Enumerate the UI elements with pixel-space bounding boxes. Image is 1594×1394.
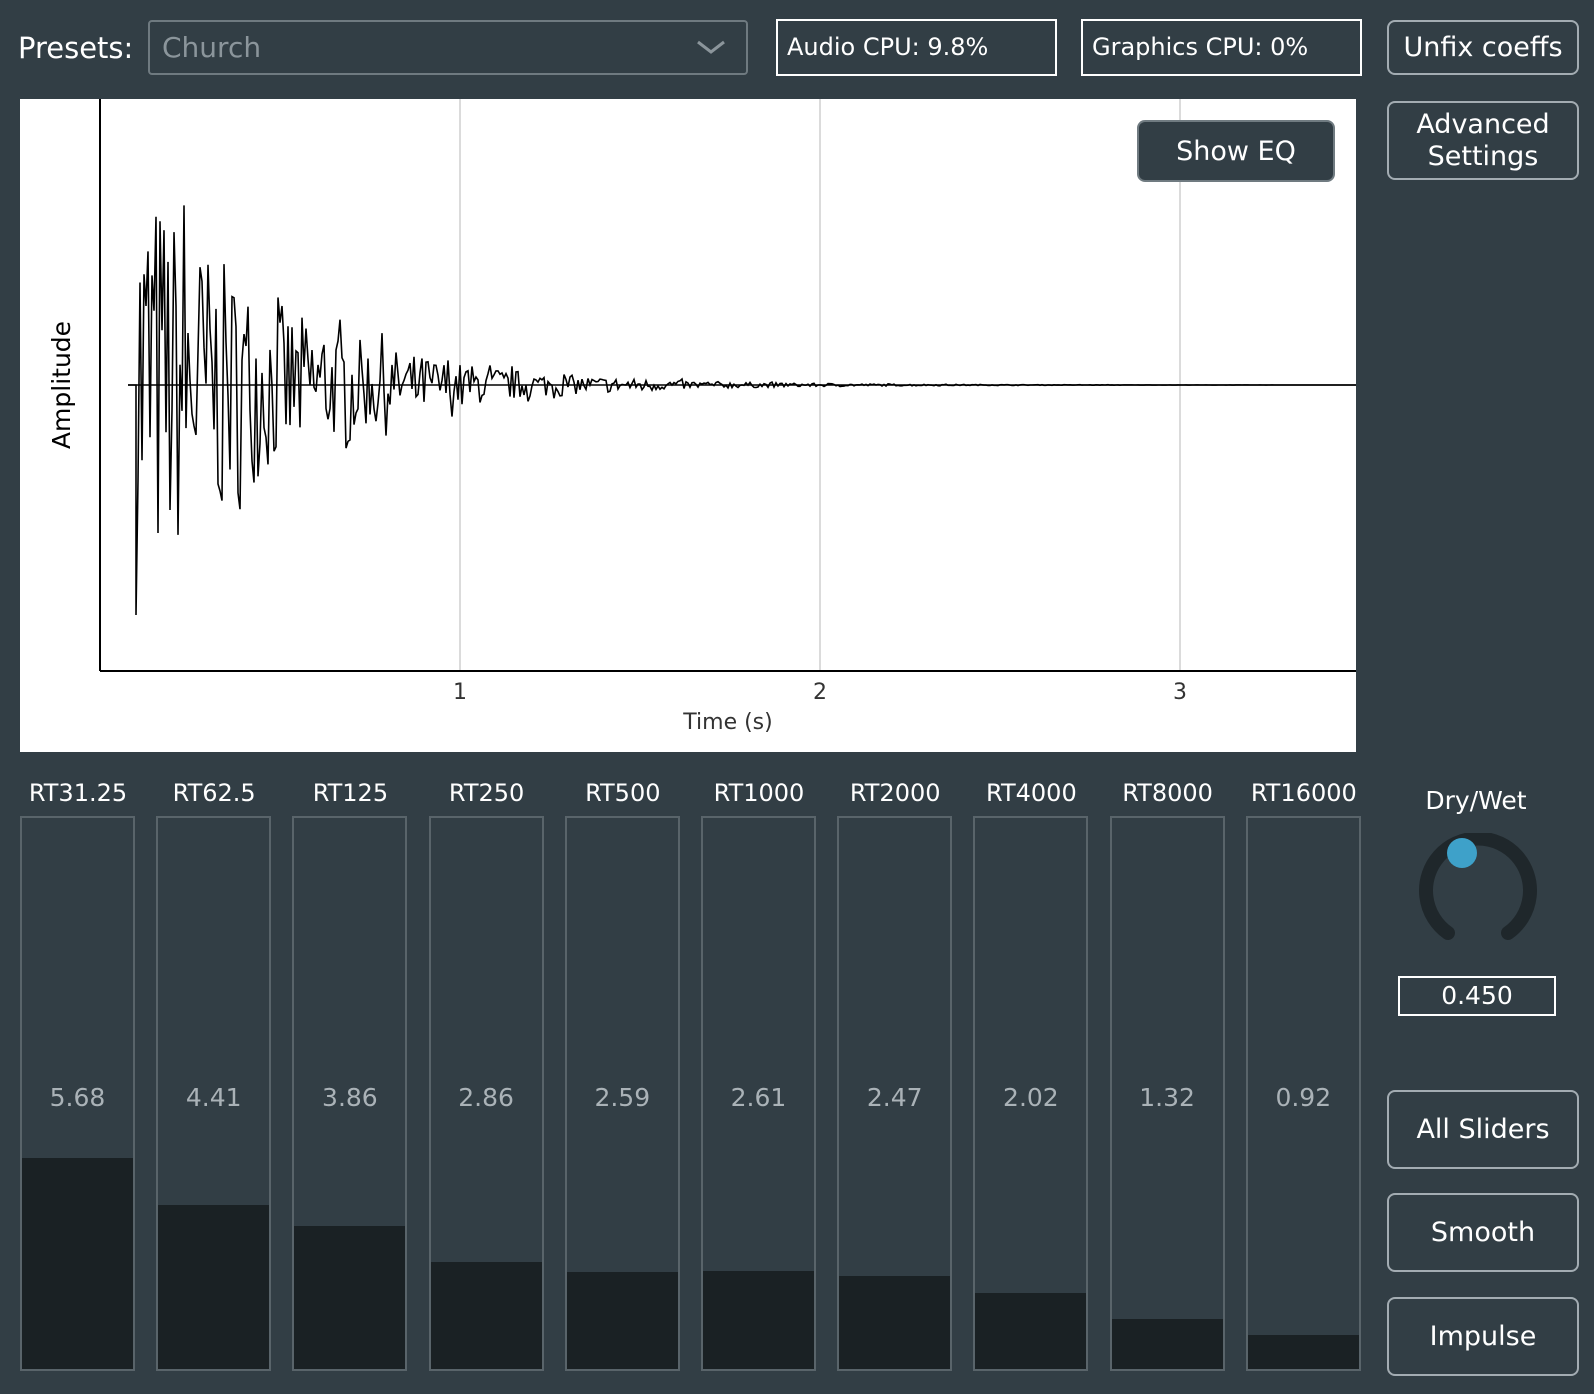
presets-dropdown[interactable]: Church — [148, 20, 748, 75]
rt-slider[interactable]: 3.86 — [292, 816, 408, 1371]
rt-slider-label: RT8000 — [1122, 779, 1213, 807]
rt-slider-fill — [839, 1276, 951, 1369]
advanced-settings-line1: Advanced — [1416, 108, 1550, 140]
y-axis-label: Amplitude — [47, 321, 76, 449]
rt-slider[interactable]: 2.47 — [837, 816, 953, 1371]
x-axis-label: Time (s) — [682, 710, 772, 735]
rt-slider-value: 2.61 — [730, 1083, 787, 1112]
rt-slider-label: RT31.25 — [28, 779, 128, 807]
waveform-series — [128, 205, 1356, 616]
x-tick-label: 1 — [453, 680, 467, 705]
rt-slider-label: RT125 — [312, 779, 389, 807]
waveform-plot: 1 2 3 Time (s) Amplitude — [47, 99, 1356, 735]
rt-slider-value: 2.86 — [458, 1083, 514, 1112]
knob-handle-icon — [1447, 838, 1477, 868]
impulse-button[interactable]: Impulse — [1387, 1297, 1579, 1376]
rt-slider-label: RT1000 — [713, 779, 805, 807]
x-tick-label: 2 — [813, 680, 827, 705]
rt-slider-value: 3.86 — [322, 1083, 378, 1112]
advanced-settings-line2: Settings — [1427, 140, 1539, 172]
rt-slider-value: 2.59 — [594, 1083, 651, 1112]
rt-slider-label: RT62.5 — [172, 779, 256, 807]
rt-slider-value: 5.68 — [49, 1083, 106, 1112]
rt-slider-fill — [22, 1158, 133, 1369]
rt-slider-fill — [294, 1226, 406, 1369]
rt-slider[interactable]: 2.59 — [564, 816, 680, 1371]
audio-cpu-readout: Audio CPU: 9.8% — [776, 19, 1057, 76]
rt-slider[interactable]: 5.68 — [20, 816, 135, 1371]
rt-slider[interactable]: 2.86 — [428, 816, 544, 1371]
rt-slider-fill — [975, 1293, 1087, 1369]
advanced-settings-button[interactable]: Advanced Settings — [1387, 101, 1579, 180]
presets-label: Presets: — [18, 31, 134, 65]
rt-slider-label: RT250 — [448, 779, 525, 807]
rt-slider-fill — [566, 1272, 678, 1369]
rt-slider-fill — [703, 1271, 814, 1369]
drywet-label: Dry/Wet — [1425, 786, 1527, 815]
impulse-response-chart: 1 2 3 Time (s) Amplitude Show EQ — [20, 99, 1356, 752]
rt-slider-value: 2.47 — [866, 1083, 923, 1112]
rt-slider-fill — [430, 1262, 542, 1369]
rt-slider[interactable]: 2.02 — [973, 816, 1089, 1371]
unfix-coeffs-button[interactable]: Unfix coeffs — [1387, 20, 1579, 75]
graphics-cpu-readout: Graphics CPU: 0% — [1081, 19, 1362, 76]
rt-slider-value: 4.41 — [185, 1083, 242, 1112]
show-eq-button[interactable]: Show EQ — [1137, 120, 1335, 182]
rt-slider-fill — [1247, 1335, 1359, 1369]
presets-selected-value: Church — [162, 31, 262, 64]
rt-slider-label: RT2000 — [849, 779, 941, 807]
chevron-down-icon — [697, 40, 725, 54]
rt-slider-fill — [1111, 1319, 1223, 1369]
rt-slider-fill — [158, 1205, 270, 1369]
rt-slider-label: RT500 — [585, 779, 661, 807]
rt-slider[interactable]: 2.61 — [701, 816, 816, 1371]
rt-slider-value: 0.92 — [1275, 1083, 1332, 1112]
rt-slider[interactable]: 1.32 — [1109, 816, 1225, 1371]
all-sliders-button[interactable]: All Sliders — [1387, 1090, 1579, 1169]
smooth-button[interactable]: Smooth — [1387, 1193, 1579, 1272]
rt-slider[interactable]: 4.41 — [156, 816, 272, 1371]
rt-slider[interactable]: 0.92 — [1245, 816, 1361, 1371]
rt-slider-label: RT4000 — [986, 779, 1077, 807]
rt-slider-value: 2.02 — [1003, 1083, 1059, 1112]
x-tick-label: 3 — [1173, 680, 1187, 705]
rt-slider-value: 1.32 — [1139, 1083, 1195, 1112]
rt-slider-label: RT16000 — [1250, 779, 1357, 807]
drywet-value-field[interactable]: 0.450 — [1398, 976, 1556, 1016]
drywet-knob[interactable] — [1418, 833, 1538, 953]
